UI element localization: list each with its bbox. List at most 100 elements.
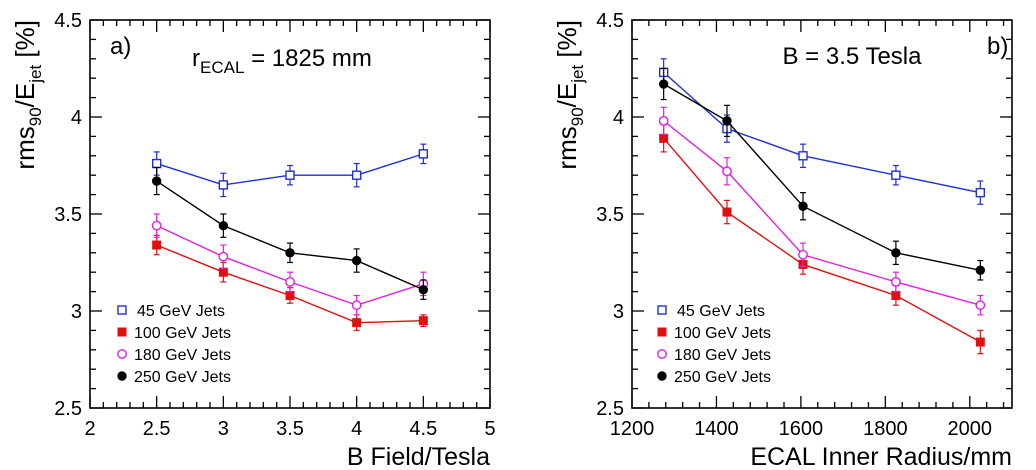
data-point [975, 265, 986, 275]
x-tick-label: 2 [84, 418, 95, 440]
data-point [891, 248, 901, 258]
x-tick-label: 4 [351, 418, 362, 440]
legend-label: 180 GeV Jets [674, 347, 771, 364]
y-tick-label: 4 [613, 107, 624, 129]
x-tick-label: 1200 [610, 418, 655, 440]
series-line [663, 71, 981, 194]
y-tick-label: 3 [71, 301, 82, 323]
x-axis-label: ECAL Inner Radius/mm [750, 443, 1012, 470]
legend-label: 180 GeV Jets [134, 347, 231, 364]
legend-marker [657, 305, 667, 315]
data-point [975, 300, 986, 311]
series-250-gev [151, 166, 429, 300]
y-label-unit: [%] [10, 20, 40, 65]
x-tick-label: 4.5 [409, 418, 437, 440]
data-point [975, 337, 985, 347]
x-tick-label: 2000 [948, 418, 993, 440]
data-point [151, 176, 162, 186]
data-point [218, 180, 229, 190]
x-tick-label: 2.5 [143, 418, 171, 440]
y-label-sub-90: 90 [568, 107, 587, 126]
data-point [798, 249, 808, 260]
data-point [218, 220, 229, 231]
panel-annotation: rECAL = 1825 mm [192, 45, 372, 77]
y-tick-label: 3.5 [54, 204, 82, 226]
x-tick-label: 1400 [694, 418, 739, 440]
legend-marker [117, 305, 127, 315]
y-label-sub-jet: jet [26, 65, 45, 84]
data-point [418, 149, 429, 159]
y-tick-label: 4 [71, 107, 82, 129]
legend: 45 GeV Jets 100 GeV Jets 180 GeV Jets 250 G… [117, 303, 231, 386]
legend-marker [657, 371, 667, 381]
y-label-sub-90: 90 [26, 107, 45, 126]
data-point [418, 316, 428, 326]
panel-label: a) [110, 33, 131, 60]
legend-marker [657, 327, 667, 337]
y-tick-label: 3.5 [596, 204, 624, 226]
x-tick-label: 3.5 [276, 418, 304, 440]
annotation-rest: = 1825 mm [244, 45, 371, 72]
y-tick-label: 4.5 [596, 10, 624, 32]
data-point [722, 116, 732, 126]
x-tick-label: 5 [484, 418, 495, 440]
data-point [798, 151, 808, 161]
series-line [663, 83, 981, 271]
y-tick-label: 2.5 [54, 398, 82, 420]
data-point [285, 248, 295, 258]
y-label-sub-jet: jet [568, 65, 587, 84]
y-tick-label: 2.5 [596, 398, 624, 420]
data-point [659, 133, 669, 143]
y-axis-label: rms90/Ejet [%] [552, 20, 587, 170]
data-point [658, 79, 669, 89]
data-point [798, 201, 808, 211]
data-point [975, 187, 986, 198]
data-point [351, 300, 362, 311]
y-axis-label: rms90/Ejet [%] [10, 20, 45, 170]
series-line [663, 120, 981, 306]
data-point [151, 220, 162, 231]
x-axis-label: B Field/Tesla [347, 443, 490, 470]
data-point [152, 240, 162, 250]
y-tick-label: 4.5 [54, 10, 82, 32]
legend-marker [117, 327, 127, 337]
data-point [351, 255, 362, 266]
panel-a: 2 2.5 3 3.5 4 4.5 52.533.544.5B Field/Teslarms… [10, 10, 496, 470]
data-point [218, 251, 229, 262]
x-tick-label: 3 [218, 418, 229, 440]
annotation-main: r [192, 45, 200, 72]
x-tick-label: 1800 [863, 418, 908, 440]
data-point [658, 115, 669, 126]
legend-label: 100 GeV Jets [134, 325, 231, 342]
legend-label: 100 GeV Jets [674, 325, 771, 342]
legend-marker [117, 349, 127, 359]
y-label-rms: rms [10, 126, 40, 169]
data-point [285, 290, 295, 300]
legend-label: 45 GeV Jets [137, 303, 225, 320]
data-point [352, 318, 362, 328]
data-point [722, 207, 732, 217]
data-point [722, 166, 732, 177]
data-point [218, 267, 228, 277]
legend-label: 250 GeV Jets [674, 369, 771, 386]
panel-label: b) [987, 33, 1008, 60]
y-label-e: /E [552, 83, 582, 108]
data-point [890, 276, 901, 287]
panel-b: 1200 1400 1600 1800 2000 2.5 3 3.5 4 4.5 ECAL Inne… [552, 10, 1013, 470]
data-point [351, 170, 362, 180]
data-point [151, 158, 162, 169]
legend-marker [117, 371, 127, 381]
data-point [891, 170, 901, 180]
legend-label: 45 GeV Jets [677, 303, 765, 320]
data-point [285, 170, 295, 180]
series-45-gev [151, 143, 429, 198]
series-250-gev [658, 67, 986, 281]
series-180-gev [658, 106, 986, 316]
data-point [285, 276, 295, 287]
legend-marker [657, 349, 667, 359]
y-tick-label: 3 [613, 301, 624, 323]
annotation-sub: ECAL [200, 58, 244, 77]
data-point [418, 284, 429, 295]
legend: 45 GeV Jets 100 GeV Jets 180 GeV Jets 250 G… [657, 303, 771, 386]
